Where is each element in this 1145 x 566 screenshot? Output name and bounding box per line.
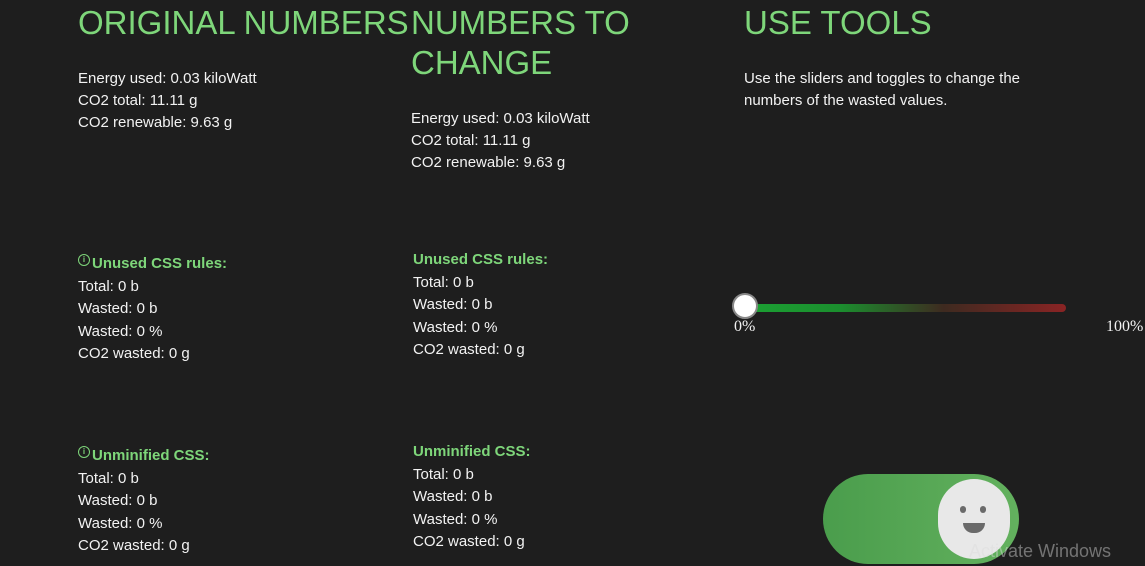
original-unminified-css-total: Total: 0 b <box>78 469 139 487</box>
change-unused-css-co2-wasted: CO2 wasted: 0 g <box>413 341 525 358</box>
slider-min-label: 0% <box>734 318 756 335</box>
original-co2-renewable: CO2 renewable: 9.63 g <box>78 114 233 131</box>
use-tools-description: Use the sliders and toggles to change th… <box>744 70 1021 109</box>
original-unused-css-co2-wasted: CO2 wasted: 0 g <box>78 345 190 362</box>
slider-max-label: 100% <box>1106 318 1144 335</box>
change-unminified-css-section: Unminified CSS: Total: 0 b Wasted: 0 b W… <box>413 441 531 554</box>
original-numbers-title: ORIGINAL NUMBERS <box>78 4 409 41</box>
original-unminified-css-section: i Unminified CSS: Total: 0 b Wasted: 0 b… <box>78 445 210 558</box>
info-icon[interactable]: i <box>78 254 90 267</box>
change-summary: Energy used: 0.03 kiloWatt CO2 total: 11… <box>411 108 590 174</box>
left-eye <box>960 506 966 513</box>
original-unused-css-heading: Unused CSS rules: <box>92 255 228 272</box>
change-co2-renewable: CO2 renewable: 9.63 g <box>411 154 566 171</box>
original-unused-css-wasted-percent: Wasted: 0 % <box>78 322 163 340</box>
original-unminified-css-co2-wasted: CO2 wasted: 0 g <box>78 537 190 554</box>
change-unused-css-total: Total: 0 b <box>413 273 474 291</box>
slider-track[interactable] <box>744 304 1066 312</box>
change-unminified-css-total: Total: 0 b <box>413 465 474 483</box>
change-unused-css-section: Unused CSS rules: Total: 0 b Wasted: 0 b… <box>413 249 548 362</box>
wasted-toggle-switch[interactable] <box>823 474 1019 564</box>
change-energy-used: Energy used: 0.03 kiloWatt <box>411 110 590 127</box>
activate-windows-watermark: Activate Windows <box>969 541 1112 561</box>
use-tools-title: USE TOOLS <box>744 4 932 41</box>
original-unused-css-wasted-bytes: Wasted: 0 b <box>78 300 158 317</box>
change-unminified-css-wasted-bytes: Wasted: 0 b <box>413 488 493 505</box>
right-eye <box>980 506 986 513</box>
original-unminified-css-heading: Unminified CSS: <box>92 447 210 464</box>
smiley-face-icon <box>938 479 1010 559</box>
info-icon[interactable]: i <box>78 446 90 459</box>
toggle-knob[interactable] <box>938 479 1010 559</box>
original-unused-css-section: i Unused CSS rules: Total: 0 b Wasted: 0… <box>78 253 227 366</box>
original-unminified-css-wasted-bytes: Wasted: 0 b <box>78 492 158 509</box>
change-unused-css-heading: Unused CSS rules: <box>413 251 549 268</box>
change-unused-css-wasted-bytes: Wasted: 0 b <box>413 296 493 313</box>
original-co2-total: CO2 total: 11.11 g <box>78 92 198 109</box>
original-unminified-css-wasted-percent: Wasted: 0 % <box>78 514 163 532</box>
original-summary: Energy used: 0.03 kiloWatt CO2 total: 11… <box>78 68 257 134</box>
change-unused-css-wasted-percent: Wasted: 0 % <box>413 318 498 336</box>
slider-thumb[interactable] <box>732 293 758 319</box>
original-energy-used: Energy used: 0.03 kiloWatt <box>78 70 257 87</box>
change-co2-total: CO2 total: 11.11 g <box>411 132 531 149</box>
change-unminified-css-wasted-percent: Wasted: 0 % <box>413 510 498 528</box>
numbers-to-change-title: NUMBERS TO CHANGE <box>411 4 630 81</box>
original-unused-css-total: Total: 0 b <box>78 277 139 295</box>
mouth <box>963 523 985 533</box>
wasted-percent-slider[interactable] <box>732 293 1068 321</box>
change-unminified-css-co2-wasted: CO2 wasted: 0 g <box>413 533 525 550</box>
change-unminified-css-heading: Unminified CSS: <box>413 443 531 460</box>
